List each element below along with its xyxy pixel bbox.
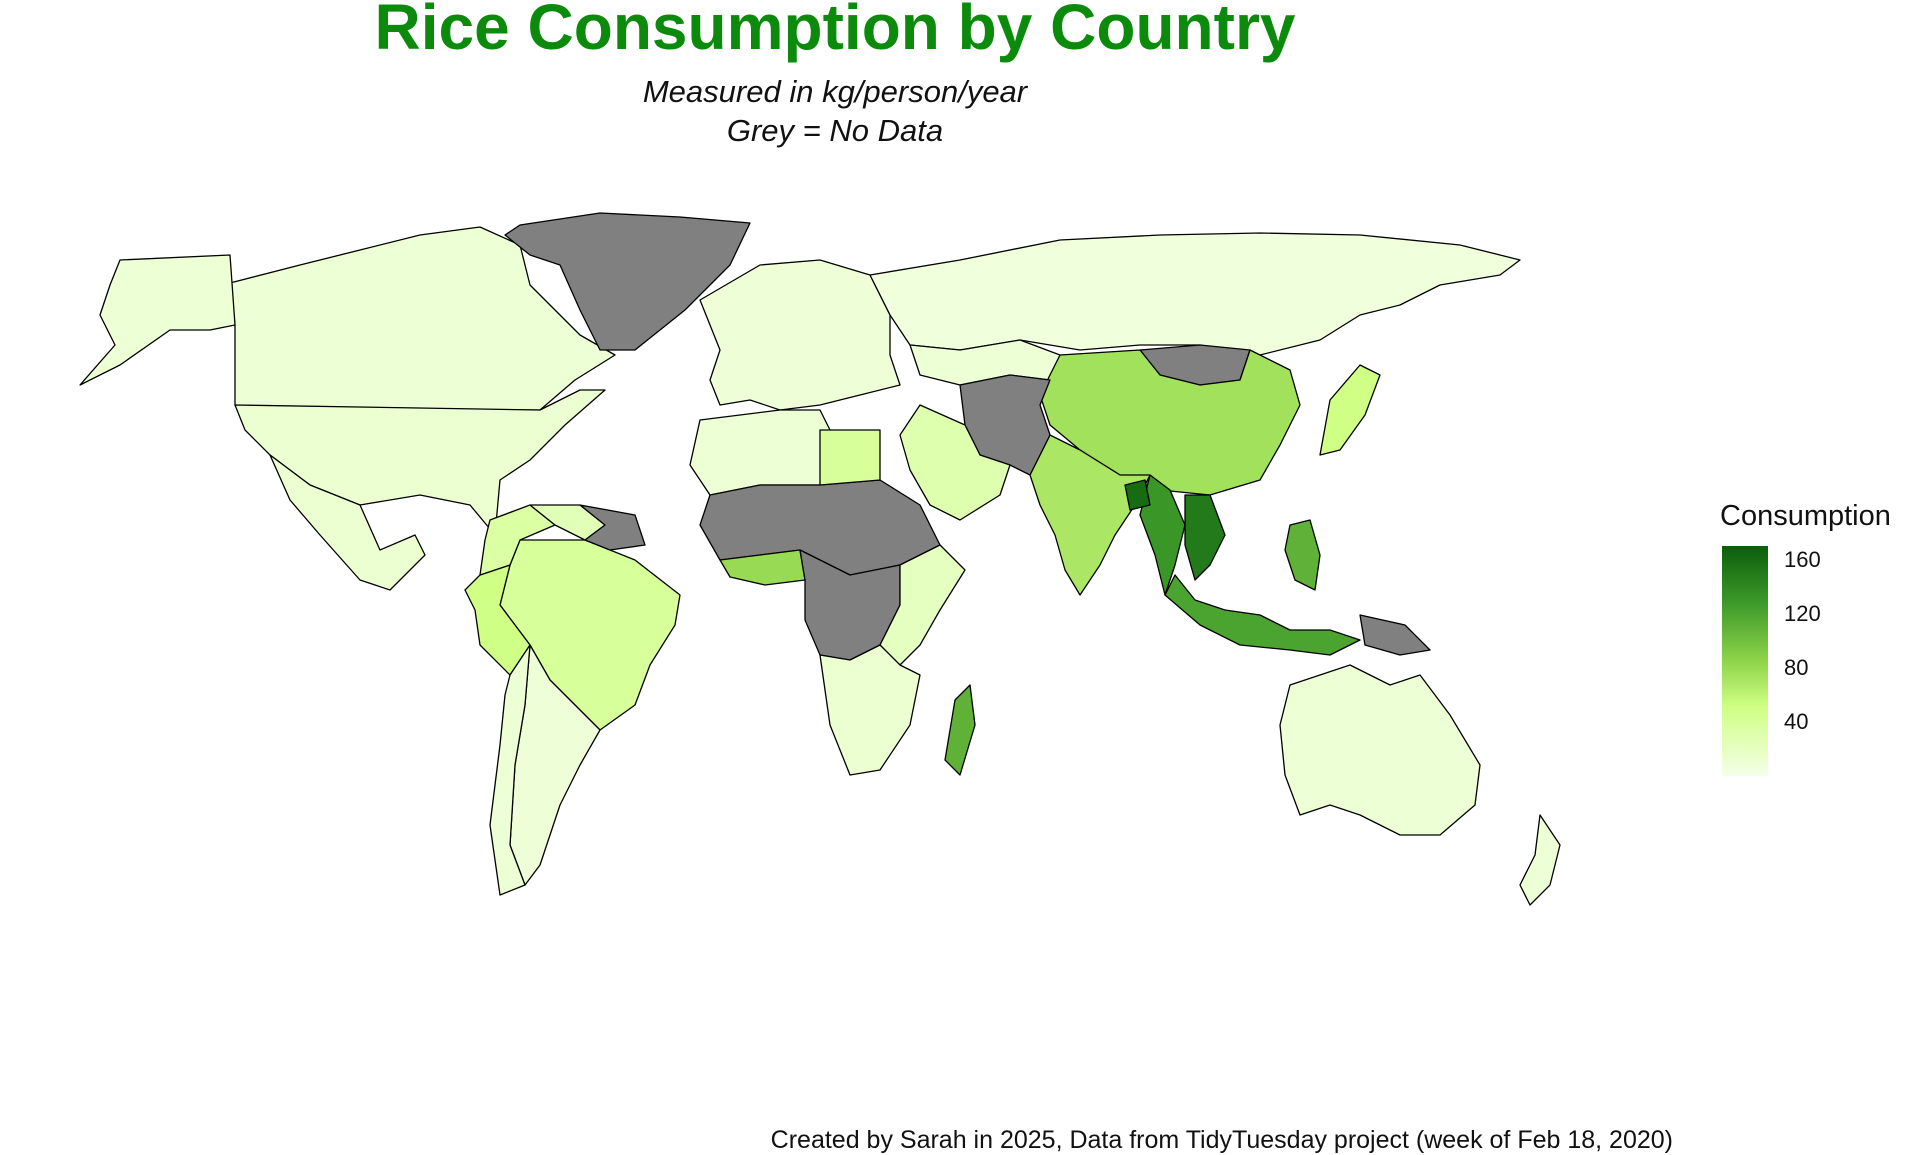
map-region-australia: [1279, 664, 1481, 836]
caption: Created by Sarah in 2025, Data from Tidy…: [770, 1126, 1673, 1154]
legend-color-bar: [1722, 546, 1768, 776]
map-region-china: [1039, 349, 1301, 496]
map-region-chile: [489, 644, 531, 896]
map-region-japan: [1319, 364, 1381, 456]
legend-tick-mark: [1768, 667, 1776, 669]
legend-title: Consumption: [1720, 500, 1891, 532]
map-region-bangladesh: [1124, 479, 1151, 511]
map-region-southern-africa: [819, 644, 921, 776]
map-region-greenland: [504, 212, 751, 351]
map-region-indonesia: [1164, 574, 1361, 656]
map-region-philippines: [1284, 519, 1321, 591]
legend-tick-mark: [1768, 559, 1776, 561]
map-subtitle-units: Measured in kg/person/year: [642, 74, 1028, 109]
legend-tick-mark: [1768, 613, 1776, 615]
legend-tick-label: 40: [1784, 708, 1809, 734]
map-region-east-africa: [879, 544, 966, 666]
legend-tick-label: 160: [1784, 546, 1821, 572]
map-region-new-zealand: [1519, 814, 1561, 906]
map-region-europe: [699, 259, 901, 411]
map-region-madagascar: [944, 684, 976, 776]
map-subtitle-no-data-note: Grey = No Data: [726, 113, 944, 148]
map-region-myanmar-thailand: [1139, 474, 1186, 596]
legend-tick-mark: [1768, 721, 1776, 723]
legend-tick-label: 120: [1784, 600, 1821, 626]
map-region-papua-new-guinea: [1359, 614, 1431, 656]
map-title: Rice Consumption by Country: [374, 0, 1296, 63]
map-region-egypt: [819, 429, 881, 486]
map-region-guyana-suriname: [579, 504, 646, 551]
map-region-alaska-usa: [79, 254, 236, 386]
map-region-middle-east: [899, 404, 1011, 521]
map-region-india: [1029, 434, 1151, 596]
legend-tick-label: 80: [1784, 654, 1809, 680]
map-region-north-africa: [689, 409, 831, 496]
map-region-vietnam-cambodia: [1184, 494, 1226, 581]
world-map: [79, 212, 1561, 906]
map-region-mexico: [269, 454, 426, 591]
map-region-russia: [869, 232, 1521, 356]
